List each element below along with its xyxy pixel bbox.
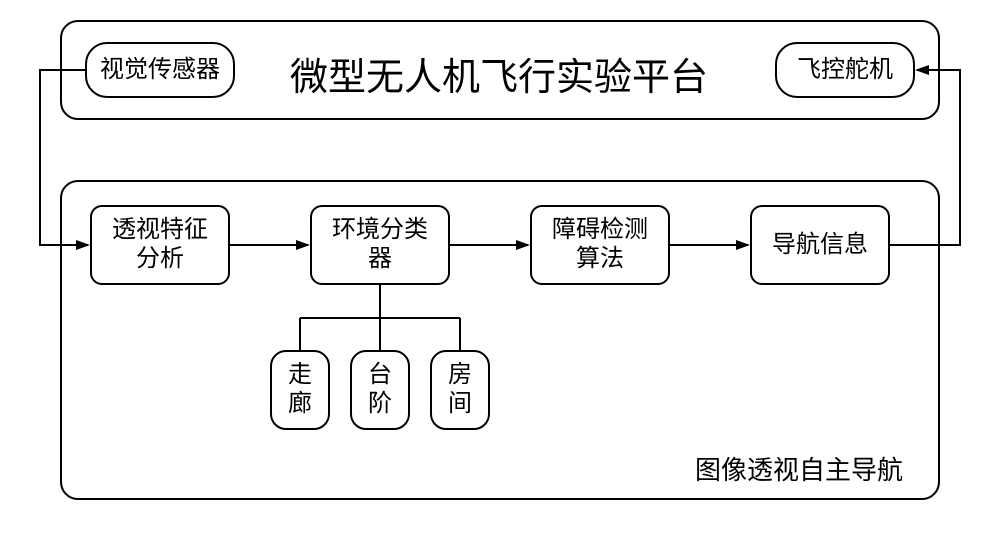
- node-label: 房 间: [448, 361, 472, 419]
- node-nav-info: 导航信息: [750, 205, 890, 285]
- node-label: 走 廊: [288, 361, 312, 419]
- diagram-root: 微型无人机飞行实验平台 图像透视自主导航 视觉传感器 飞控舵机 透视特征 分析 …: [30, 20, 970, 510]
- node-label: 导航信息: [772, 231, 868, 260]
- node-room: 房 间: [430, 350, 490, 430]
- node-stairs: 台 阶: [350, 350, 410, 430]
- node-flight-servo: 飞控舵机: [775, 42, 915, 98]
- bottom-panel-label: 图像透视自主导航: [695, 450, 903, 487]
- node-corridor: 走 廊: [270, 350, 330, 430]
- node-perspective: 透视特征 分析: [90, 205, 230, 285]
- node-label: 透视特征 分析: [112, 216, 208, 274]
- top-panel-title: 微型无人机飞行实验平台: [290, 46, 708, 101]
- node-label: 障碍检测 算法: [552, 216, 648, 274]
- node-classifier: 环境分类 器: [310, 205, 450, 285]
- node-label: 飞控舵机: [797, 56, 893, 85]
- node-visual-sensor: 视觉传感器: [85, 42, 235, 98]
- node-label: 台 阶: [368, 361, 392, 419]
- node-obstacle: 障碍检测 算法: [530, 205, 670, 285]
- node-label: 环境分类 器: [332, 216, 428, 274]
- node-label: 视觉传感器: [100, 56, 220, 85]
